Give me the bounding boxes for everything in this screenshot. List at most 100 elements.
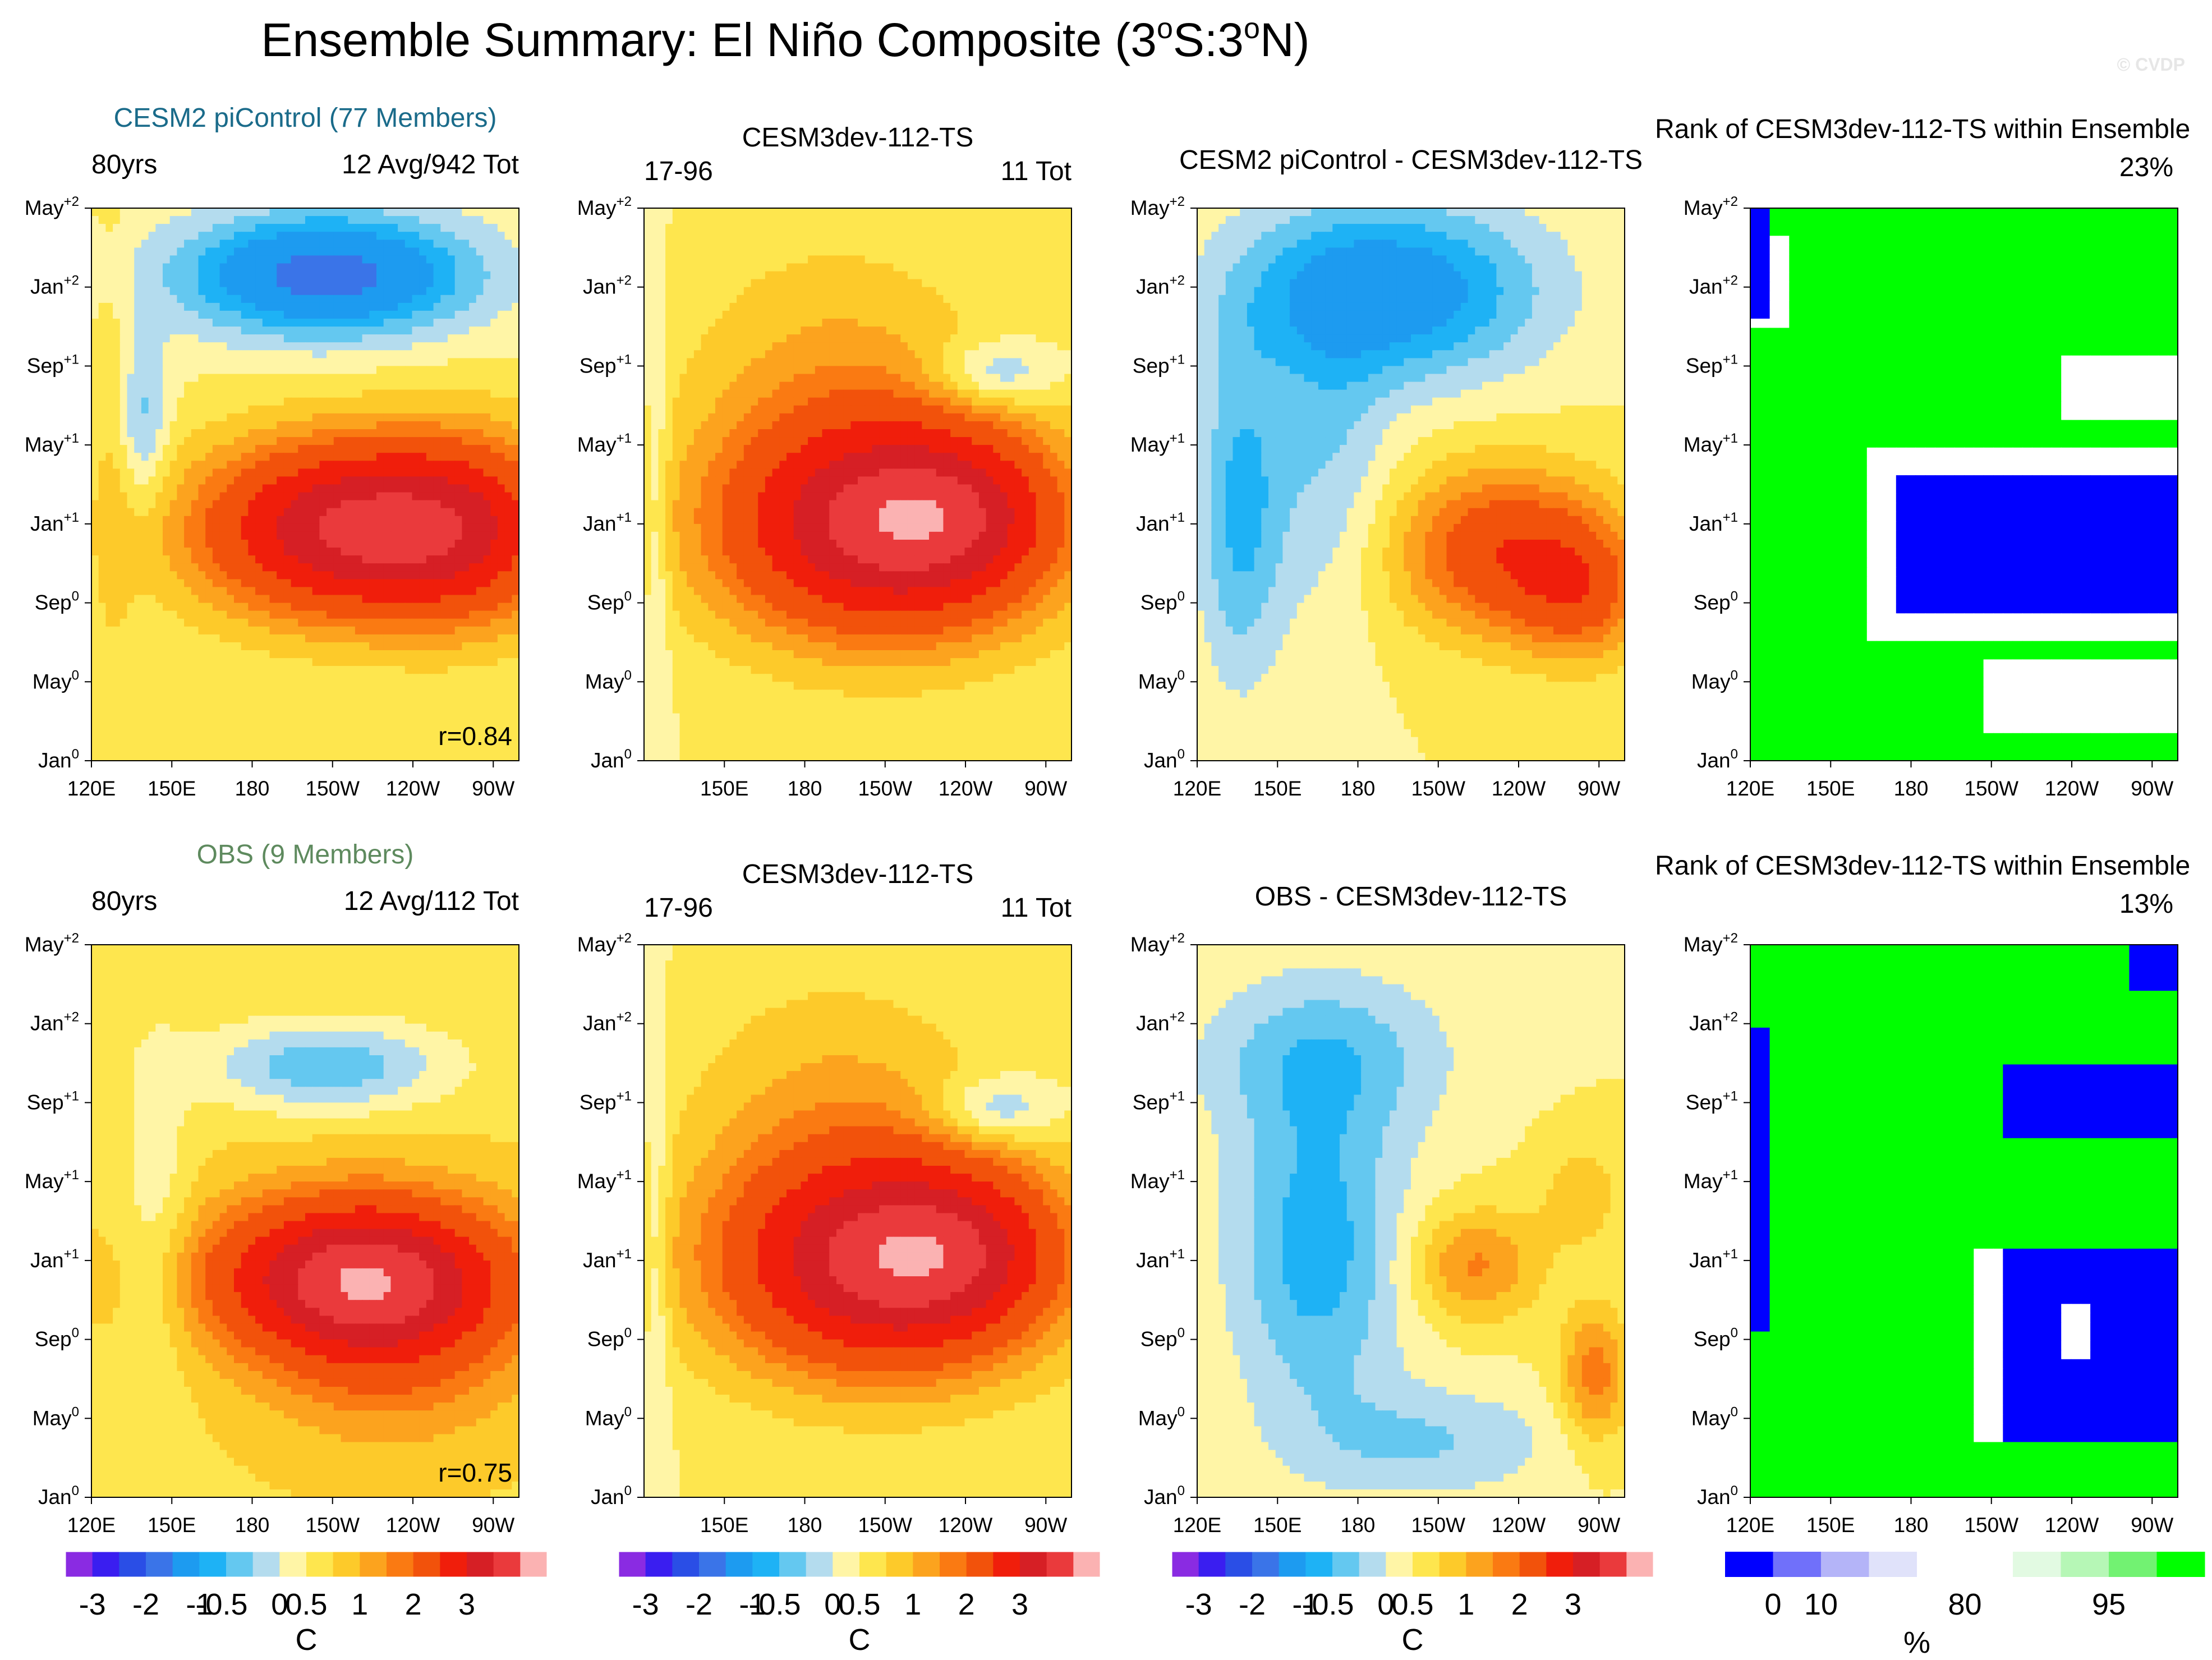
heatmap-cell bbox=[177, 461, 185, 469]
heatmap-cell bbox=[155, 461, 163, 469]
heatmap-cell bbox=[484, 674, 491, 682]
heatmap-cell bbox=[312, 255, 320, 264]
heatmap-cell bbox=[644, 264, 652, 272]
heatmap-cell bbox=[234, 342, 242, 351]
heatmap-cell bbox=[369, 508, 377, 517]
heatmap-cell bbox=[326, 366, 334, 374]
heatmap-cell bbox=[163, 350, 171, 358]
heatmap-cell bbox=[99, 611, 107, 619]
heatmap-cell bbox=[658, 303, 666, 311]
heatmap-cell bbox=[419, 476, 427, 485]
heatmap-cell bbox=[248, 390, 256, 398]
heatmap-cell bbox=[512, 366, 519, 374]
heatmap-cell bbox=[141, 674, 149, 682]
heatmap-cell bbox=[163, 406, 171, 414]
heatmap-cell bbox=[141, 295, 149, 304]
heatmap-cell bbox=[448, 398, 456, 406]
heatmap-cell bbox=[291, 342, 299, 351]
heatmap-cell bbox=[184, 666, 192, 674]
heatmap-cell bbox=[277, 445, 284, 453]
heatmap-cell bbox=[476, 287, 484, 296]
heatmap-cell bbox=[91, 721, 99, 730]
heatmap-cell bbox=[369, 382, 377, 390]
heatmap-cell bbox=[362, 216, 370, 224]
heatmap-cell bbox=[263, 445, 270, 453]
heatmap-cell bbox=[227, 524, 234, 532]
heatmap-cell bbox=[163, 548, 171, 556]
heatmap-cell bbox=[170, 232, 178, 240]
heatmap-cell bbox=[419, 500, 427, 509]
heatmap-cell bbox=[398, 524, 406, 532]
heatmap-cell bbox=[390, 468, 398, 477]
heatmap-cell bbox=[412, 319, 420, 327]
heatmap-cell bbox=[708, 287, 716, 296]
heatmap-cell bbox=[177, 327, 185, 335]
heatmap-cell bbox=[448, 658, 456, 666]
heatmap-cell bbox=[1064, 232, 1072, 240]
heatmap-cell bbox=[319, 666, 327, 674]
heatmap-cell bbox=[205, 334, 213, 343]
heatmap-cell bbox=[248, 650, 256, 659]
heatmap-cell bbox=[141, 374, 149, 383]
heatmap-cell bbox=[455, 485, 463, 493]
heatmap-cell bbox=[241, 508, 249, 517]
heatmap-cell bbox=[270, 706, 278, 714]
heatmap-cell bbox=[341, 706, 349, 714]
heatmap-cell bbox=[105, 350, 113, 358]
heatmap-cell bbox=[462, 216, 470, 224]
heatmap-cell bbox=[177, 611, 185, 619]
heatmap-cell bbox=[772, 240, 780, 248]
heatmap-cell bbox=[191, 650, 199, 659]
heatmap-cell bbox=[91, 334, 99, 343]
heatmap-cell bbox=[312, 706, 320, 714]
heatmap-cell bbox=[277, 429, 284, 438]
heatmap-cell bbox=[105, 706, 113, 714]
heatmap-cell bbox=[170, 461, 178, 469]
heatmap-cell bbox=[113, 461, 121, 469]
heatmap-cell bbox=[248, 287, 256, 296]
heatmap-cell bbox=[850, 272, 858, 280]
heatmap-cell bbox=[476, 232, 484, 240]
heatmap-cell bbox=[105, 571, 113, 580]
heatmap-cell bbox=[836, 287, 844, 296]
heatmap-cell bbox=[701, 232, 709, 240]
heatmap-cell bbox=[694, 287, 702, 296]
heatmap-cell bbox=[694, 264, 702, 272]
heatmap-cell bbox=[362, 571, 370, 580]
heatmap-cell bbox=[405, 658, 413, 666]
heatmap-cell bbox=[398, 571, 406, 580]
heatmap-cell bbox=[434, 342, 442, 351]
heatmap-cell bbox=[462, 642, 470, 651]
heatmap-cell bbox=[512, 264, 519, 272]
heatmap-cell bbox=[455, 674, 463, 682]
heatmap-cell bbox=[91, 619, 99, 627]
heatmap-cell bbox=[434, 255, 442, 264]
heatmap-cell bbox=[234, 398, 242, 406]
heatmap-cell bbox=[469, 634, 477, 643]
heatmap-cell bbox=[390, 279, 398, 288]
heatmap-cell bbox=[213, 485, 220, 493]
heatmap-cell bbox=[498, 398, 505, 406]
heatmap-cell bbox=[355, 453, 363, 461]
heatmap-cell bbox=[120, 468, 128, 477]
heatmap-cell bbox=[687, 247, 695, 256]
heatmap-cell bbox=[879, 247, 887, 256]
heatmap-cell bbox=[440, 516, 448, 525]
heatmap-cell bbox=[91, 406, 99, 414]
heatmap-cell bbox=[199, 611, 206, 619]
heatmap-cell bbox=[341, 366, 349, 374]
heatmap-cell bbox=[248, 642, 256, 651]
heatmap-cell bbox=[177, 753, 185, 761]
heatmap-cell bbox=[334, 279, 342, 288]
heatmap-cell bbox=[213, 413, 220, 422]
heatmap-cell bbox=[341, 303, 349, 311]
heatmap-cell bbox=[462, 697, 470, 706]
heatmap-cell bbox=[248, 429, 256, 438]
heatmap-cell bbox=[263, 682, 270, 690]
heatmap-cell bbox=[149, 382, 157, 390]
heatmap-cell bbox=[412, 311, 420, 319]
heatmap-cell bbox=[498, 595, 505, 604]
heatmap-cell bbox=[191, 721, 199, 730]
heatmap-cell bbox=[915, 303, 923, 311]
heatmap-cell bbox=[113, 445, 121, 453]
